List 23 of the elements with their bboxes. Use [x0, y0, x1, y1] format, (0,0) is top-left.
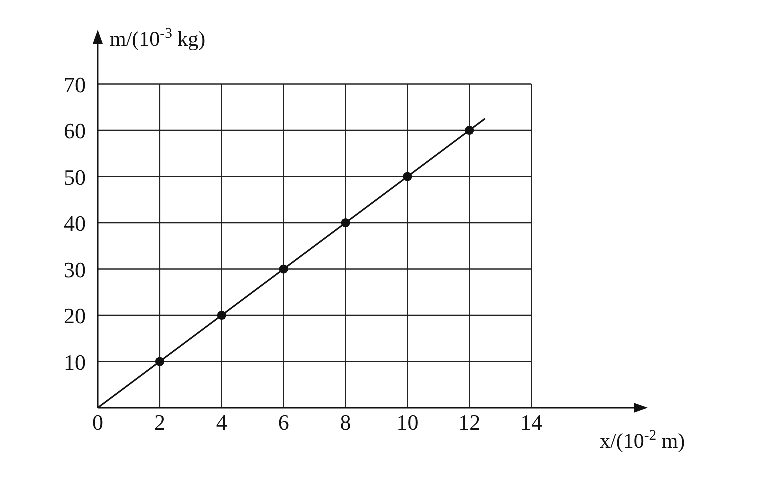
x-tick-label: 6 — [278, 410, 290, 435]
x-axis-title: x/(10$^{-2}$ m) — [600, 428, 686, 453]
y-axis-title: m/(10$^{-3}$ kg) — [110, 26, 206, 51]
point — [465, 126, 474, 136]
y-tick-label: 30 — [64, 257, 86, 282]
x-tick-label: 12 — [458, 410, 481, 435]
x-tick-label: 10 — [396, 410, 419, 435]
x-tick-label: 8 — [340, 410, 352, 435]
y-tick-label: 50 — [64, 164, 86, 190]
point — [403, 172, 412, 182]
x-tick-label: 0 — [92, 410, 104, 435]
y-tick-label: 60 — [64, 118, 86, 144]
point — [217, 310, 226, 320]
x-tick-label: 14 — [520, 410, 543, 435]
x-tick-label: 4 — [216, 410, 228, 435]
point — [341, 218, 350, 228]
y-tick-label: 40 — [64, 211, 86, 236]
y-tick-label: 70 — [64, 72, 86, 98]
point — [279, 264, 288, 274]
x-tick-label: 2 — [154, 410, 166, 435]
point — [155, 357, 164, 366]
y-tick-label: 20 — [64, 304, 86, 328]
y-tick-label: 10 — [64, 350, 86, 375]
